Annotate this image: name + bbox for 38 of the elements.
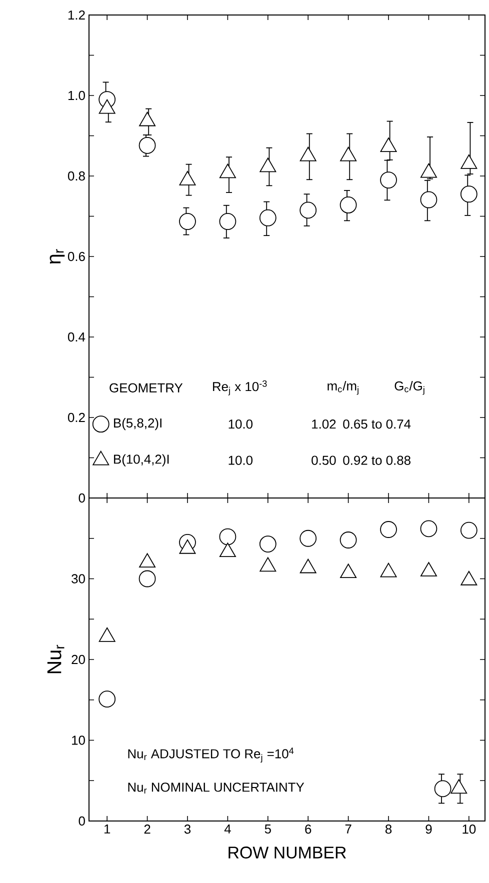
x-tick-label: 8 — [385, 824, 392, 834]
annotation: 0.50 — [312, 456, 336, 465]
y-tick-label: 1.2 — [68, 10, 85, 20]
legend-label: B(10,4,2)I — [114, 454, 169, 466]
annotation: Nu$_{r}$ NOMINAL UNCERTAINTY — [128, 782, 304, 794]
annotation: 0.92 to 0.88 — [343, 456, 410, 465]
x-axis-title: ROW NUMBER — [228, 846, 346, 859]
x-tick-label: 1 — [104, 824, 110, 834]
x-tick-label: 10 — [462, 824, 476, 834]
y-tick-label: 1.0 — [68, 90, 85, 100]
annotation: 10.0 — [228, 456, 253, 465]
x-tick-label: 5 — [264, 824, 271, 834]
annotation: Nu$_{r}$ ADJUSTED TO Re$_{j}$ =10$^{4}$ — [128, 748, 294, 763]
y-tick-label: 0 — [78, 816, 85, 826]
y-tick-label: 20 — [72, 654, 85, 664]
x-tick-label: 6 — [305, 824, 312, 834]
x-tick-label: 7 — [345, 824, 352, 834]
y-tick-label: 30 — [72, 574, 85, 584]
x-tick-label: 9 — [426, 824, 432, 834]
annotation: G$_{c}$/G$_{j}$ — [394, 381, 424, 395]
x-tick-label: 3 — [184, 824, 191, 834]
y-axis-title: η$_{r}$ — [50, 249, 65, 264]
annotation: 10.0 — [228, 420, 253, 429]
y-tick-label: 0 — [78, 493, 85, 503]
y-tick-label: 0.4 — [68, 332, 86, 342]
annotation: 0.65 to 0.74 — [343, 420, 411, 429]
y-tick-label: 10 — [72, 736, 85, 745]
annotation: m$_{c}$/m$_{j}$ — [328, 381, 358, 395]
annotation: GEOMETRY — [110, 383, 183, 392]
y-axis-title: Nu$_{r}$ — [47, 644, 64, 674]
x-tick-label: 4 — [224, 824, 231, 834]
annotation: 1.02 — [312, 420, 336, 429]
x-tick-label: 2 — [144, 824, 150, 834]
annotation: Re$_{j}$ x 10$^{-3}$ — [213, 380, 267, 396]
y-tick-label: 0.2 — [68, 412, 85, 422]
y-tick-label: 0.6 — [68, 252, 85, 262]
legend-label: B(5,8,2)I — [114, 418, 162, 430]
y-tick-label: 0.8 — [68, 171, 85, 181]
